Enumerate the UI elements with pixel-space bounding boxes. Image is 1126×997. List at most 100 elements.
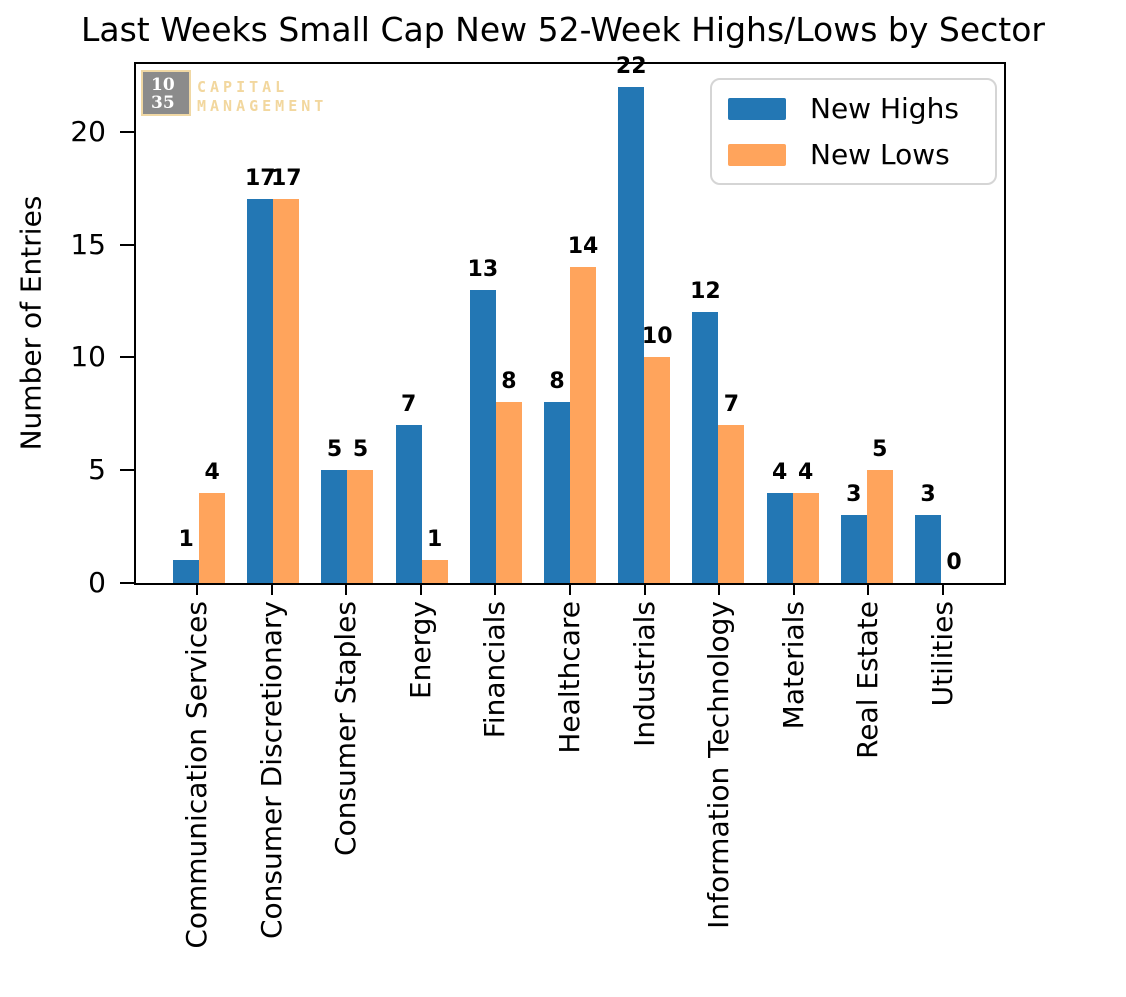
bar-new-lows: 17 [271, 167, 302, 583]
bar-value-label: 7 [401, 392, 417, 418]
logo-word-management: MANAGEMENT [197, 97, 328, 115]
bar-value-label: 3 [846, 482, 862, 508]
x-tick-label: Utilities [925, 601, 959, 707]
bar-value-label: 5 [352, 437, 369, 463]
bar-value-label: 8 [549, 369, 565, 395]
x-tick-mark [643, 585, 646, 595]
bar-new-highs: 13 [468, 257, 498, 583]
bar-group: 13 8 [459, 64, 533, 583]
bar-value-label: 8 [501, 369, 517, 395]
bar-new-highs: 3 [914, 483, 941, 583]
x-tick-mark [941, 585, 944, 595]
x-tick-label: Real Estate [851, 601, 885, 759]
y-tick-mark [120, 469, 134, 472]
bar-group: 8 14 [533, 64, 607, 583]
bar-new-lows: 5 [347, 438, 374, 583]
logo-word-capital: CAPITAL [197, 78, 289, 96]
bar-value-label: 1 [427, 527, 443, 553]
bar-value-label: 7 [723, 392, 740, 418]
legend-item: New Highs [728, 92, 979, 125]
logo-number-bottom: 35 [151, 93, 175, 113]
x-label-cell: Industrials [607, 601, 682, 997]
chart-title: Last Weeks Small Cap New 52-Week Highs/L… [81, 10, 1045, 49]
bar-new-lows: 1 [421, 528, 448, 583]
legend-label: New Highs [810, 92, 959, 125]
bar-value-label: 5 [872, 437, 888, 463]
x-tick-mark [270, 585, 273, 595]
legend-label: New Lows [810, 138, 950, 171]
logo-wordmark: CAPITAL MANAGEMENT [197, 70, 327, 116]
bar-new-lows: 5 [866, 438, 893, 583]
y-axis-label: Number of Entries [14, 195, 48, 451]
x-label-cell: Financials [458, 601, 533, 997]
bar-group: 22 10 [607, 54, 681, 583]
x-label-cell: Healthcare [533, 601, 608, 997]
x-label-cell: Materials [756, 601, 831, 997]
x-label-cell: Communication Services [160, 601, 235, 997]
x-tick-label: Communication Services [180, 601, 214, 949]
x-tick-label: Information Technology [702, 601, 736, 929]
bar-new-highs: 12 [690, 280, 721, 583]
bar-value-label: 4 [797, 459, 814, 485]
x-tick-label: Industrials [627, 601, 661, 747]
x-tick-mark [419, 585, 422, 595]
x-tick-label: Energy [403, 601, 437, 700]
bar-new-lows: 7 [718, 393, 745, 583]
plot-area: 10 35 CAPITAL MANAGEMENT 1 4 17 17 5 5 7 1 13 8 8 1… [134, 54, 1006, 585]
logo-badge: 10 35 [141, 70, 191, 116]
bar-value-label: 3 [920, 482, 936, 508]
x-tick-label: Financials [478, 601, 512, 739]
bar-value-label: 0 [946, 550, 962, 575]
x-tick-mark [718, 585, 721, 595]
bar-value-label: 1 [178, 527, 194, 553]
y-tick-mark [120, 130, 134, 133]
x-tick-mark [867, 585, 870, 595]
bar-new-highs: 17 [245, 167, 276, 583]
legend-item: New Lows [728, 138, 979, 171]
bar-group: 17 17 [236, 64, 310, 583]
x-tick-label: Materials [776, 601, 810, 730]
x-tick-label: Healthcare [553, 601, 586, 754]
bar-value-label: 22 [615, 53, 647, 79]
x-tick-mark [196, 585, 199, 595]
y-tick-label: 20 [70, 114, 106, 148]
x-label-cell: Real Estate [831, 601, 906, 997]
bar-new-highs: 8 [544, 370, 571, 583]
bar-new-highs: 4 [766, 460, 793, 583]
x-label-cell: Information Technology [682, 601, 757, 997]
x-tick-label: Consumer Staples [329, 601, 363, 856]
bar-group: 12 7 [681, 64, 755, 583]
bar-new-lows: 4 [792, 460, 819, 583]
bar-value-label: 10 [641, 324, 673, 350]
x-tick-mark [792, 585, 795, 595]
x-tick-mark [494, 585, 497, 595]
bar-new-highs: 1 [173, 528, 200, 583]
legend-swatch [728, 143, 786, 166]
x-label-cell: Utilities [905, 601, 980, 997]
y-tick-mark [120, 582, 134, 584]
bar-new-highs: 7 [395, 393, 422, 583]
bars-layer: 1 4 17 17 5 5 7 1 13 8 8 14 22 10 12 7 4 4 3 5 3 0 [136, 54, 1004, 583]
bar-new-highs: 22 [616, 54, 647, 583]
bar-value-label: 13 [467, 256, 499, 282]
brand-logo: 10 35 CAPITAL MANAGEMENT [141, 70, 327, 116]
legend: New Highs New Lows [710, 78, 997, 185]
y-tick-label: 10 [70, 340, 106, 374]
bar-value-label: 17 [244, 166, 276, 192]
bar-value-label: 17 [270, 166, 302, 192]
bar-value-label: 5 [326, 437, 343, 463]
bar-value-label: 12 [690, 279, 721, 305]
y-tick-label: 0 [88, 566, 106, 599]
x-label-cell: Energy [384, 601, 459, 997]
x-tick-label: Consumer Discretionary [254, 601, 288, 939]
y-tick-mark [120, 356, 134, 359]
bar-new-highs: 3 [840, 483, 867, 583]
bar-new-highs: 5 [321, 438, 348, 583]
y-tick-label: 15 [70, 227, 106, 261]
bar-new-lows: 10 [642, 325, 673, 583]
